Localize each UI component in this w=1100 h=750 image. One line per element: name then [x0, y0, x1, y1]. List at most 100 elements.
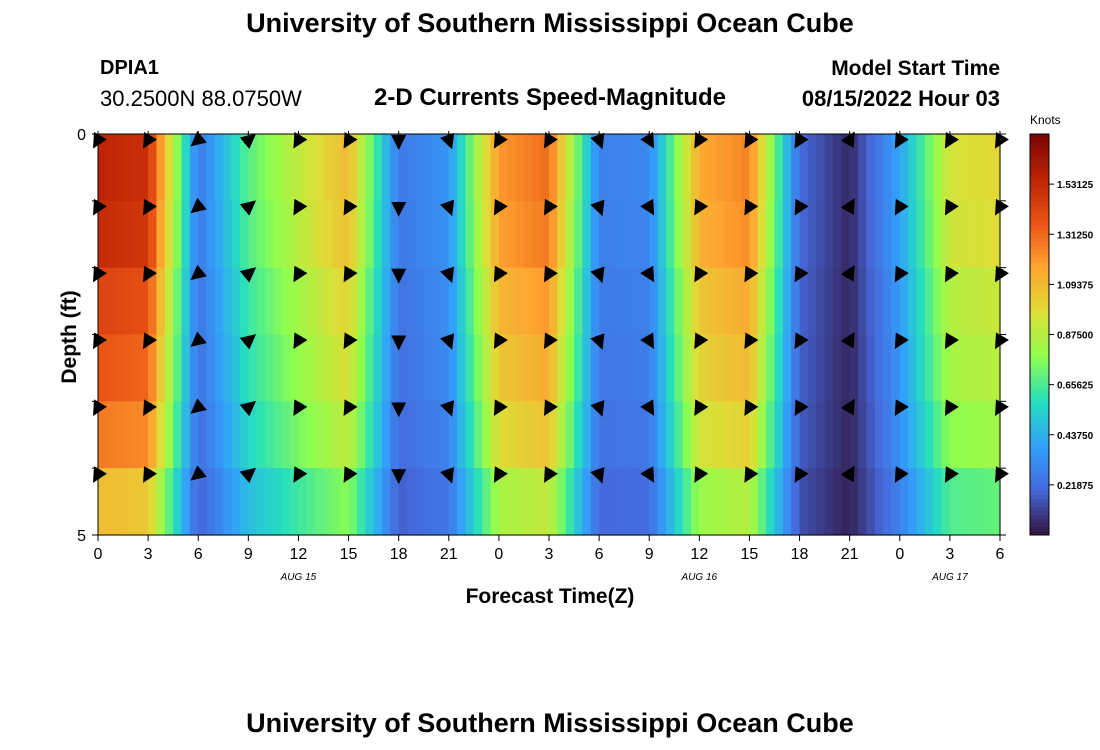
heatmap-cell: [966, 468, 976, 536]
y-tick-label: 5: [77, 528, 86, 545]
colorbar-segment: [1030, 486, 1049, 492]
heatmap-cell: [114, 468, 124, 536]
heatmap-cell: [465, 200, 475, 269]
heatmap-cell: [265, 134, 274, 202]
current-arrow: [493, 399, 508, 417]
current-arrow: [694, 265, 709, 283]
heatmap-cell: [532, 267, 542, 336]
colorbar-segment: [1030, 418, 1049, 424]
heatmap-cell: [340, 200, 350, 269]
heatmap-cell: [824, 334, 834, 402]
heatmap-cell: [991, 401, 1001, 469]
heatmap-cell: [807, 200, 817, 269]
current-arrow: [544, 399, 558, 417]
heatmap-cell: [807, 334, 817, 402]
heatmap-cell: [331, 267, 341, 336]
heatmap-cell: [523, 468, 533, 536]
heatmap-cell: [306, 334, 316, 402]
heatmap-cell: [958, 334, 968, 402]
heatmap-cell: [448, 468, 458, 536]
heatmap-cell: [749, 401, 759, 469]
colorbar-segment: [1030, 382, 1049, 388]
heatmap-cell: [582, 401, 592, 469]
heatmap-cell: [532, 134, 542, 202]
heatmap-cell: [198, 468, 208, 536]
heatmap-cell: [139, 267, 149, 336]
heatmap-cell: [599, 267, 609, 336]
current-arrow: [640, 131, 655, 149]
heatmap-cell: [189, 401, 199, 469]
heatmap-cell: [415, 468, 425, 536]
heatmap-cell: [365, 401, 375, 469]
heatmap-cell: [415, 134, 425, 202]
heatmap-cell: [983, 401, 993, 469]
heatmap-cell: [331, 468, 341, 536]
heatmap-cell: [440, 468, 450, 536]
colorbar-segment: [1030, 322, 1049, 327]
heatmap-cell: [791, 267, 801, 336]
heatmap-cell: [983, 134, 993, 202]
heatmap-cell: [390, 200, 400, 269]
heatmap-cell: [123, 334, 133, 402]
heatmap-cell: [239, 134, 249, 202]
heatmap-cell: [908, 468, 918, 536]
heatmap-cell: [908, 267, 918, 336]
heatmap-cell: [874, 134, 884, 202]
colorbar-segment: [1030, 314, 1049, 319]
colorbar-segment: [1030, 238, 1049, 243]
current-arrow: [190, 131, 207, 147]
heatmap-cell: [858, 134, 867, 202]
heatmap-cell: [582, 334, 592, 402]
heatmap-cell: [398, 401, 408, 469]
heatmap-cell: [139, 134, 149, 202]
current-arrow: [794, 399, 809, 417]
heatmap-cell: [457, 468, 467, 536]
heatmap-cell: [791, 334, 801, 402]
heatmap-cell: [549, 401, 558, 469]
heatmap-cell: [256, 401, 266, 469]
heatmap-cell: [440, 200, 450, 269]
heatmap-cell: [782, 334, 792, 402]
heatmap-cell: [674, 200, 684, 269]
heatmap-cell: [281, 200, 291, 269]
heatmap-cell: [949, 134, 959, 202]
heatmap-cell: [214, 267, 224, 336]
colorbar-segment: [1030, 326, 1049, 331]
heatmap-cell: [624, 134, 634, 202]
heatmap-cell: [214, 134, 224, 202]
heatmap-cell: [983, 468, 993, 536]
heatmap-cell: [298, 334, 308, 402]
current-arrow: [293, 466, 308, 483]
heatmap-cell: [557, 468, 567, 536]
heatmap-cell: [356, 134, 366, 202]
x-tick-label: 15: [741, 546, 759, 563]
heatmap-cell: [131, 134, 141, 202]
heatmap-cell: [883, 468, 893, 536]
colorbar-segment: [1030, 182, 1049, 187]
heatmap-cell: [457, 267, 467, 336]
heatmap-cell: [465, 334, 475, 402]
heatmap-cell: [841, 200, 851, 269]
current-arrow: [894, 198, 909, 216]
heatmap-cell: [490, 200, 500, 269]
heatmap-cell: [515, 334, 525, 402]
heatmap-cell: [273, 401, 283, 469]
heatmap-cell: [983, 267, 993, 336]
heatmap-cell: [340, 468, 350, 536]
heatmap-cell: [331, 200, 341, 269]
heatmap-cell: [315, 401, 325, 469]
heatmap-cell: [131, 267, 141, 336]
current-arrow: [640, 399, 655, 417]
colorbar-tick-label: 1.31250: [1057, 230, 1094, 241]
heatmap-cell: [365, 468, 375, 536]
heatmap-cell: [782, 267, 792, 336]
heatmap-cell: [807, 401, 817, 469]
heatmap-cell: [949, 267, 959, 336]
heatmap-cell: [173, 200, 183, 269]
heatmap-cell: [716, 200, 725, 269]
heatmap-cell: [891, 334, 901, 402]
colorbar-segment: [1030, 278, 1049, 283]
heatmap-cell: [582, 200, 592, 269]
colorbar-segment: [1030, 318, 1049, 323]
heatmap-cell: [114, 200, 124, 269]
